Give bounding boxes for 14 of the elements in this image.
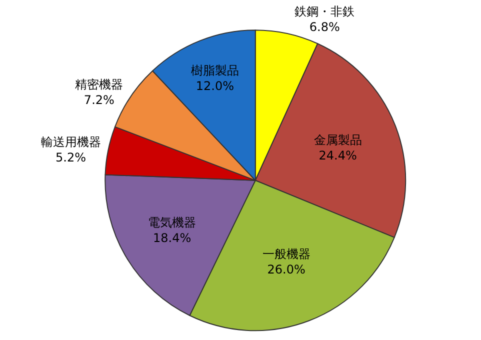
slice-label: 精密機器 — [75, 77, 124, 92]
slice-label: 金属製品 — [314, 132, 362, 147]
data-label: 26.0% — [267, 262, 306, 276]
data-label: 24.4% — [318, 148, 357, 163]
slice-label: 鉄鋼・非鉄 — [294, 4, 355, 19]
slice-label: 電気機器 — [148, 216, 196, 230]
slice-label: 輸送用機器 — [40, 134, 101, 149]
data-label: 7.2% — [84, 92, 114, 107]
data-label: 12.0% — [196, 79, 234, 94]
slice-label: 一般機器 — [262, 246, 310, 261]
data-label: 6.8% — [309, 20, 340, 34]
slice-label: 樹脂製品 — [190, 63, 239, 78]
data-label: 5.2% — [56, 150, 86, 165]
data-label: 18.4% — [153, 231, 192, 246]
